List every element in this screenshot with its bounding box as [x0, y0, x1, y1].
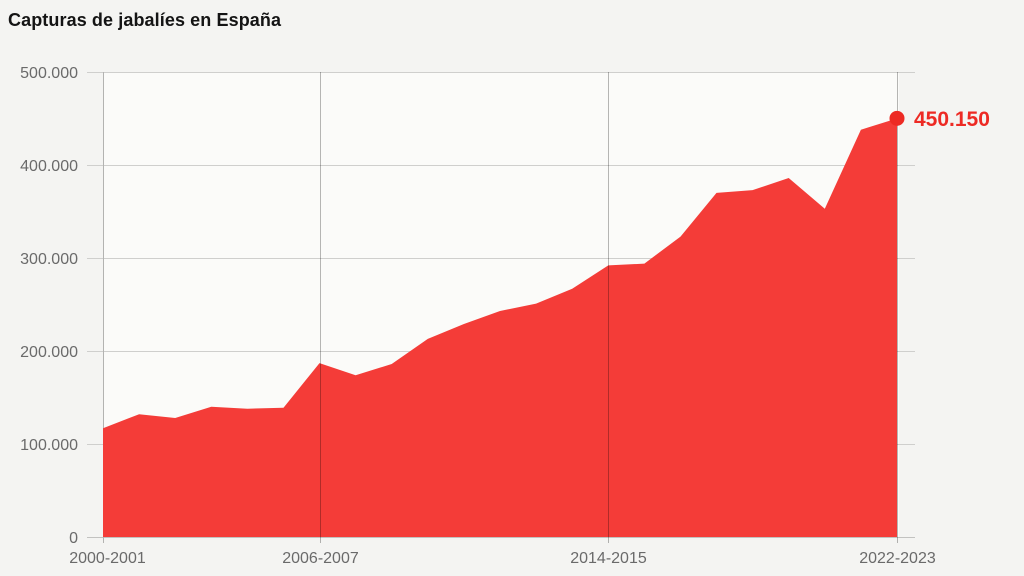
y-axis-tick-label: 100.000 [20, 437, 78, 454]
y-axis-tick-label: 300.000 [20, 251, 78, 268]
x-axis-tick-label: 2006-2007 [282, 550, 359, 567]
x-axis-tick-label: 2014-2015 [570, 550, 647, 567]
y-axis-tick-label: 500.000 [20, 65, 78, 82]
y-axis-tick-label: 0 [69, 530, 78, 547]
area-series [103, 118, 897, 538]
y-axis-tick-label: 400.000 [20, 158, 78, 175]
y-axis-tick-label: 200.000 [20, 344, 78, 361]
x-axis-tick-label: 2000-2001 [69, 550, 146, 567]
chart-title: Capturas de jabalíes en España [8, 10, 282, 30]
x-axis-tick-label: 2022-2023 [859, 550, 936, 567]
end-point-dot [889, 110, 905, 126]
end-value-label: 450.150 [914, 108, 990, 131]
